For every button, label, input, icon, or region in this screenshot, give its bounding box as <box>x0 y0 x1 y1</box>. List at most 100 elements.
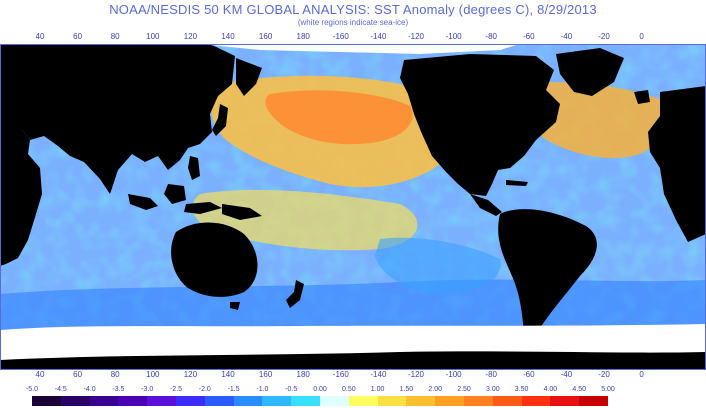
longitude-label: 40 <box>35 32 45 41</box>
longitude-label: -60 <box>523 32 535 41</box>
longitude-label: -120 <box>407 32 425 41</box>
legend-swatch <box>464 396 494 406</box>
indonesia-east <box>184 202 222 214</box>
tasmania <box>230 302 240 310</box>
legend-swatch <box>147 396 177 406</box>
legend-swatch <box>32 396 62 406</box>
legend-label: 0.00 <box>313 386 327 393</box>
uk-iceland <box>634 90 650 104</box>
legend-label: 2.50 <box>457 386 471 393</box>
longitude-label: -120 <box>407 370 425 379</box>
philippines <box>188 156 200 180</box>
legend-label: -4.5 <box>54 386 67 393</box>
indonesia-west <box>128 194 158 210</box>
north-america <box>400 54 560 196</box>
longitude-label: 60 <box>73 370 83 379</box>
legend-swatch <box>118 396 148 406</box>
australia <box>171 222 258 297</box>
new-guinea <box>222 204 262 220</box>
legend-label: -1.0 <box>256 386 269 393</box>
warm-anomaly-tropical-pacific <box>192 189 418 251</box>
longitude-label: -80 <box>485 32 497 41</box>
longitude-label: -40 <box>560 370 573 379</box>
legend-swatch <box>60 396 91 406</box>
longitude-label: -20 <box>598 370 610 379</box>
longitude-label: 100 <box>146 370 160 379</box>
japan <box>212 104 228 136</box>
longitude-label: 40 <box>35 370 45 379</box>
legend-label: -4.0 <box>83 386 96 393</box>
longitude-label: 180 <box>296 32 310 41</box>
europe-africa-east <box>648 86 706 242</box>
legend-swatch <box>291 396 321 406</box>
longitude-label: -40 <box>560 32 573 41</box>
land-masses <box>0 44 706 339</box>
legend-swatch <box>89 396 119 406</box>
map-subtitle: (white regions indicate sea-ice) <box>297 18 409 27</box>
longitude-label: 100 <box>146 32 160 41</box>
legend-swatch <box>320 396 350 406</box>
legend-label: 4.50 <box>572 386 586 393</box>
legend-swatch <box>204 396 235 406</box>
greenland <box>556 48 624 96</box>
longitude-label: 160 <box>258 32 273 41</box>
longitude-label: -80 <box>485 370 497 379</box>
legend-swatch <box>406 396 436 406</box>
longitude-label: 180 <box>296 370 310 379</box>
strong-warm-anomaly-north-pacific <box>265 90 413 145</box>
longitude-label: 160 <box>258 370 273 379</box>
longitude-label: -20 <box>598 32 610 41</box>
map-title: NOAA/NESDIS 50 KM GLOBAL ANALYSIS: SST A… <box>109 2 597 17</box>
longitude-axis-bottom: 40 60 80 100 120 140 160 180 -160 -140 -120 -100 -80… <box>0 370 706 382</box>
longitude-axis-top: 40 60 80 100 120 140 160 180 -160 -140 -120 -100 -80… <box>0 32 706 44</box>
legend-label: 1.50 <box>399 386 414 393</box>
africa <box>0 130 42 266</box>
legend-label: -3.0 <box>141 386 154 393</box>
antarctica <box>0 351 706 370</box>
new-zealand <box>286 280 304 308</box>
legend-swatch <box>579 396 609 406</box>
sst-anomaly-map <box>0 44 706 370</box>
arctic-sea-ice <box>200 44 520 54</box>
cool-anomaly-southeast-pacific <box>375 237 501 294</box>
legend-swatch <box>435 396 465 406</box>
south-america <box>498 209 597 339</box>
legend-swatch <box>377 396 407 406</box>
longitude-label: -140 <box>370 370 387 379</box>
legend-label: -1.5 <box>227 386 240 393</box>
legend-swatch <box>348 396 379 406</box>
legend-swatch <box>262 396 292 406</box>
longitude-label: 140 <box>221 32 235 41</box>
longitude-label: 120 <box>183 370 198 379</box>
longitude-label: 80 <box>110 370 120 379</box>
legend-swatch <box>492 396 523 406</box>
legend-label: 3.00 <box>485 386 500 393</box>
longitude-label: 140 <box>221 370 235 379</box>
longitude-label: -140 <box>370 32 387 41</box>
longitude-label: -160 <box>332 32 349 41</box>
legend-swatch <box>233 396 263 406</box>
legend-label: 1.00 <box>370 386 385 393</box>
longitude-label: -160 <box>332 370 349 379</box>
legend-label: -5.0 <box>25 386 39 393</box>
kamchatka <box>236 58 262 96</box>
longitude-label: -100 <box>445 370 462 379</box>
legend-swatch <box>550 396 580 406</box>
longitude-label: 0 <box>639 32 644 41</box>
legend-label: -2.5 <box>169 386 183 393</box>
longitude-label: 80 <box>110 32 120 41</box>
longitude-label: 0 <box>639 370 644 379</box>
legend-label: 0.50 <box>341 386 356 393</box>
longitude-label: 60 <box>73 32 83 41</box>
legend-swatch <box>176 396 206 406</box>
legend-swatch <box>521 396 551 406</box>
color-legend: -5.0 -4.5 -4.0 -3.5 -3.0 -2.5 -2.0 -1.5 -1.0 -0.5… <box>26 386 615 408</box>
eurasia <box>0 44 235 194</box>
central-america <box>470 194 502 216</box>
borneo <box>164 184 186 204</box>
legend-label: -3.5 <box>112 386 125 393</box>
legend-label: -2.0 <box>198 386 211 393</box>
longitude-label: -60 <box>523 370 535 379</box>
legend-label: 2.00 <box>428 386 442 393</box>
caribbean-islands <box>506 180 528 186</box>
